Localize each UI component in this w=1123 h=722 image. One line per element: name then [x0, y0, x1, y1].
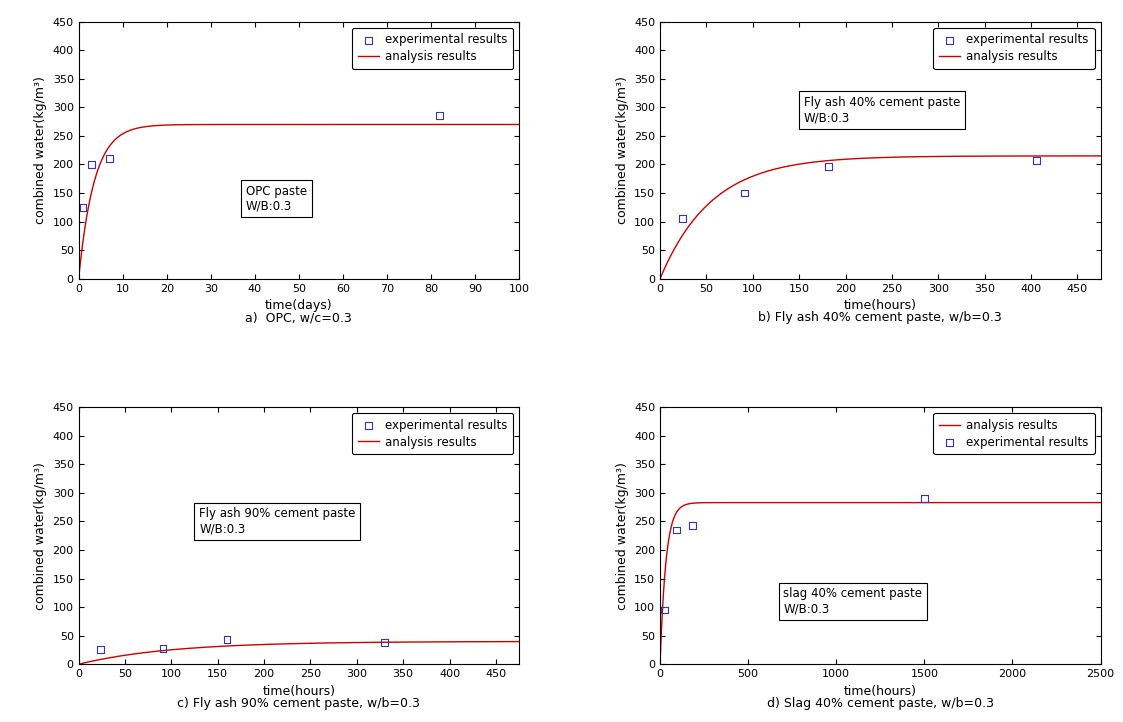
analysis results: [676, 230, 690, 239]
Y-axis label: combined water(kg/m³): combined water(kg/m³): [34, 77, 47, 224]
experimental results: [674, 212, 692, 224]
experimental results: [92, 644, 110, 656]
experimental results: [74, 201, 92, 213]
Legend: experimental results, analysis results: experimental results, analysis results: [933, 27, 1095, 69]
analysis results: [504, 638, 518, 646]
analysis results: [517, 638, 530, 646]
Text: slag 40% cement paste
W/B:0.3: slag 40% cement paste W/B:0.3: [784, 588, 922, 615]
analysis results: [874, 498, 887, 507]
analysis results: [500, 120, 513, 129]
analysis results: [654, 660, 667, 669]
analysis results: [422, 638, 436, 646]
analysis results: [869, 153, 883, 162]
Y-axis label: combined water(kg/m³): combined water(kg/m³): [34, 462, 47, 609]
analysis results: [858, 154, 871, 162]
X-axis label: time(hours): time(hours): [843, 299, 916, 312]
Text: a)  OPC, w/c=0.3: a) OPC, w/c=0.3: [246, 311, 353, 324]
experimental results: [820, 161, 838, 173]
analysis results: [500, 120, 513, 129]
experimental results: [667, 524, 685, 536]
experimental results: [656, 604, 674, 616]
analysis results: [676, 502, 690, 510]
analysis results: [94, 157, 108, 166]
experimental results: [683, 520, 701, 531]
Text: d) Slag 40% cement paste, w/b=0.3: d) Slag 40% cement paste, w/b=0.3: [767, 697, 994, 710]
analysis results: [654, 274, 667, 283]
Text: c) Fly ash 90% cement paste, w/b=0.3: c) Fly ash 90% cement paste, w/b=0.3: [177, 697, 420, 710]
analysis results: [1081, 498, 1095, 507]
Line: analysis results: analysis results: [660, 503, 1101, 664]
experimental results: [431, 110, 449, 122]
Text: OPC paste
W/B:0.3: OPC paste W/B:0.3: [246, 185, 307, 213]
X-axis label: time(hours): time(hours): [263, 684, 336, 697]
analysis results: [94, 655, 108, 664]
experimental results: [1028, 155, 1046, 166]
experimental results: [376, 637, 394, 648]
analysis results: [1004, 152, 1017, 160]
analysis results: [1086, 152, 1099, 160]
Text: b) Fly ash 40% cement paste, w/b=0.3: b) Fly ash 40% cement paste, w/b=0.3: [758, 311, 1002, 324]
analysis results: [1094, 498, 1107, 507]
analysis results: [512, 120, 526, 129]
Y-axis label: combined water(kg/m³): combined water(kg/m³): [615, 77, 629, 224]
analysis results: [72, 274, 85, 283]
experimental results: [154, 643, 172, 655]
experimental results: [100, 153, 118, 165]
analysis results: [1085, 152, 1098, 160]
analysis results: [276, 640, 290, 648]
experimental results: [736, 187, 754, 199]
analysis results: [286, 120, 300, 129]
analysis results: [274, 120, 287, 129]
analysis results: [72, 660, 85, 669]
experimental results: [218, 634, 236, 645]
Line: analysis results: analysis results: [79, 124, 519, 279]
Text: Fly ash 40% cement paste
W/B:0.3: Fly ash 40% cement paste W/B:0.3: [804, 96, 960, 124]
Legend: experimental results, analysis results: experimental results, analysis results: [351, 413, 513, 454]
analysis results: [1098, 152, 1112, 160]
analysis results: [504, 638, 518, 646]
Line: analysis results: analysis results: [660, 156, 1105, 279]
analysis results: [856, 498, 869, 507]
Line: analysis results: analysis results: [79, 642, 523, 664]
Legend: analysis results, experimental results: analysis results, experimental results: [933, 413, 1095, 454]
analysis results: [289, 639, 302, 648]
analysis results: [1001, 498, 1014, 507]
Text: Fly ash 90% cement paste
W/B:0.3: Fly ash 90% cement paste W/B:0.3: [199, 508, 356, 536]
experimental results: [83, 159, 101, 170]
X-axis label: time(hours): time(hours): [843, 684, 916, 697]
X-axis label: time(days): time(days): [265, 299, 332, 312]
Legend: experimental results, analysis results: experimental results, analysis results: [351, 27, 513, 69]
analysis results: [867, 498, 880, 507]
experimental results: [915, 493, 933, 505]
Y-axis label: combined water(kg/m³): combined water(kg/m³): [615, 462, 629, 609]
analysis results: [1081, 498, 1095, 507]
analysis results: [419, 120, 432, 129]
